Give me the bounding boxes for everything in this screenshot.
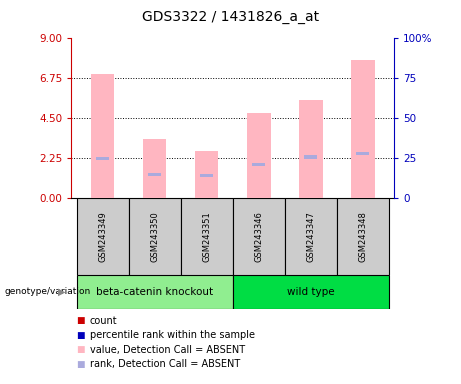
Bar [337,198,389,275]
Bar [129,198,181,275]
Text: genotype/variation: genotype/variation [5,287,91,296]
Bar [351,60,375,198]
Text: GSM243351: GSM243351 [202,211,211,262]
Bar [96,157,109,161]
Bar [233,275,389,309]
Bar [77,198,129,275]
Bar [247,113,271,198]
Text: GSM243346: GSM243346 [254,211,263,262]
Bar [233,198,285,275]
Text: percentile rank within the sample: percentile rank within the sample [90,330,255,340]
Text: GSM243349: GSM243349 [98,211,107,262]
Bar [143,139,166,198]
Bar [91,74,114,198]
Bar [148,173,161,176]
Bar [201,174,213,177]
Text: GSM243350: GSM243350 [150,211,159,262]
Text: ■: ■ [76,331,84,340]
Text: rank, Detection Call = ABSENT: rank, Detection Call = ABSENT [90,359,240,369]
Text: GDS3322 / 1431826_a_at: GDS3322 / 1431826_a_at [142,10,319,23]
Text: ■: ■ [76,360,84,369]
Text: wild type: wild type [287,287,335,297]
Bar [356,152,369,155]
Text: count: count [90,316,118,326]
Bar [181,198,233,275]
Bar [77,275,233,309]
Bar [252,162,265,166]
Bar [285,198,337,275]
Text: ■: ■ [76,345,84,354]
Text: ▶: ▶ [59,287,66,297]
Bar [195,151,219,198]
Text: beta-catenin knockout: beta-catenin knockout [96,287,213,297]
Bar [299,100,323,198]
Text: value, Detection Call = ABSENT: value, Detection Call = ABSENT [90,345,245,355]
Bar [304,156,317,159]
Text: GSM243348: GSM243348 [358,211,367,262]
Text: GSM243347: GSM243347 [307,211,315,262]
Text: ■: ■ [76,316,84,325]
